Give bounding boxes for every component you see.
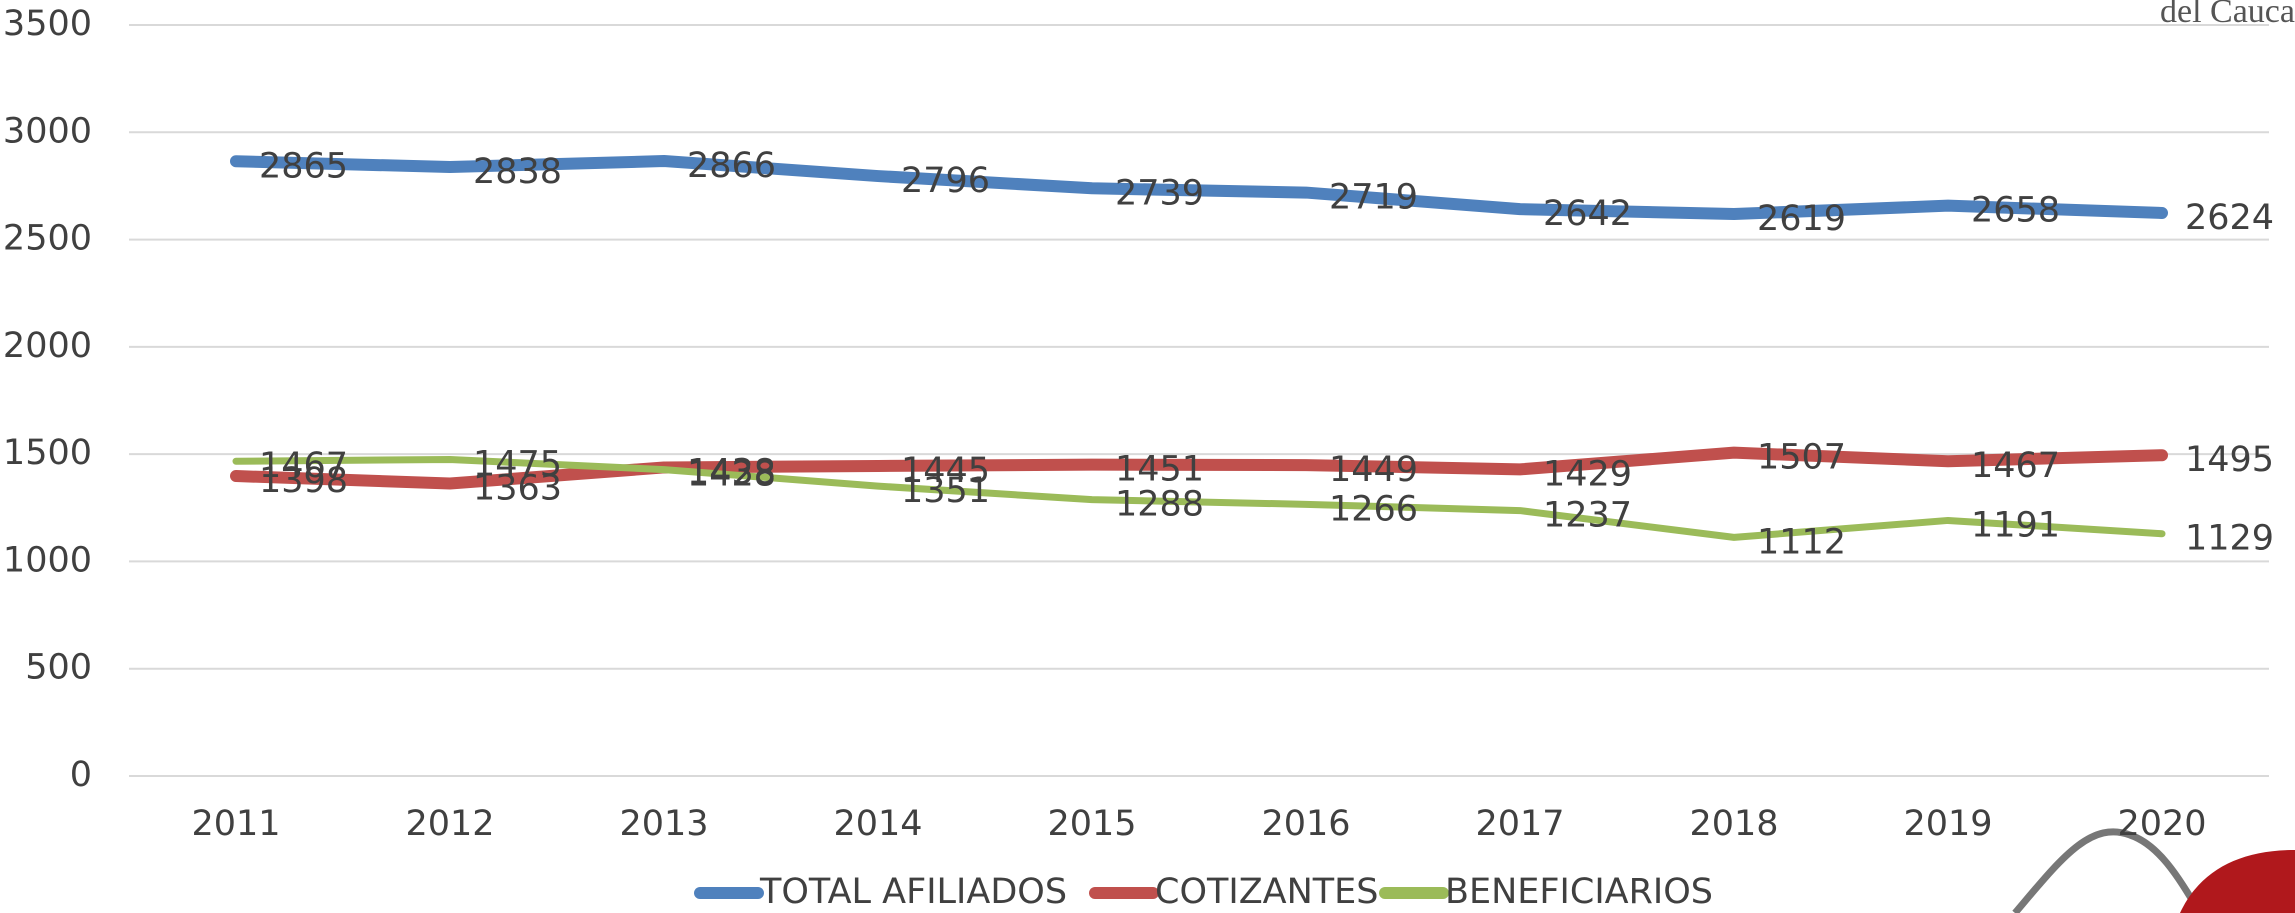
y-tick-label: 2500	[3, 219, 92, 259]
y-tick-label: 1500	[3, 433, 92, 473]
x-tick-label: 2012	[405, 804, 494, 844]
x-tick-label: 2011	[191, 804, 280, 844]
x-tick-label: 2013	[619, 804, 708, 844]
x-tick-label: 2020	[2117, 804, 2206, 844]
data-label: 1467	[1971, 446, 2060, 486]
data-label: 1191	[1971, 505, 2060, 545]
y-tick-label: 3000	[3, 111, 92, 151]
y-tick-label: 1000	[3, 540, 92, 580]
y-tick-label: 0	[70, 755, 92, 795]
x-tick-label: 2019	[1903, 804, 1992, 844]
data-label: 1507	[1757, 438, 1846, 478]
data-label: 2739	[1115, 173, 1204, 213]
data-label: 2865	[259, 146, 348, 186]
data-label: 1449	[1329, 450, 1418, 490]
x-tick-label: 2016	[1261, 804, 1350, 844]
chart: del Cauca 050010001500200025003000350020…	[0, 0, 2295, 913]
legend-label: TOTAL AFILIADOS	[759, 872, 1067, 912]
data-label: 2838	[473, 152, 562, 192]
y-tick-label: 2000	[3, 326, 92, 366]
x-tick-label: 2014	[833, 804, 922, 844]
x-tick-label: 2018	[1689, 804, 1778, 844]
x-tick-label: 2015	[1047, 804, 1136, 844]
data-label: 1237	[1543, 496, 1632, 536]
y-tick-label: 500	[25, 648, 92, 688]
legend-label: BENEFICIARIOS	[1445, 872, 1713, 912]
y-tick-label: 3500	[3, 4, 92, 44]
data-label: 1495	[2185, 440, 2274, 480]
data-label: 2658	[1971, 191, 2060, 231]
data-label: 2866	[687, 146, 776, 186]
data-label: 1288	[1115, 485, 1204, 525]
data-label: 1129	[2185, 519, 2274, 559]
data-label: 1475	[473, 445, 562, 485]
data-label: 2642	[1543, 194, 1632, 234]
data-label: 2719	[1329, 178, 1418, 218]
legend-label: COTIZANTES	[1155, 872, 1379, 912]
data-label: 1266	[1329, 489, 1418, 529]
data-label: 1429	[1543, 454, 1632, 494]
data-label: 2624	[2185, 198, 2274, 238]
data-label: 2796	[901, 161, 990, 201]
data-label: 1467	[259, 446, 348, 486]
data-label: 1112	[1757, 522, 1846, 562]
data-label: 2619	[1757, 199, 1846, 239]
data-label: 1351	[901, 471, 990, 511]
data-label: 1428	[687, 455, 776, 495]
x-tick-label: 2017	[1475, 804, 1564, 844]
